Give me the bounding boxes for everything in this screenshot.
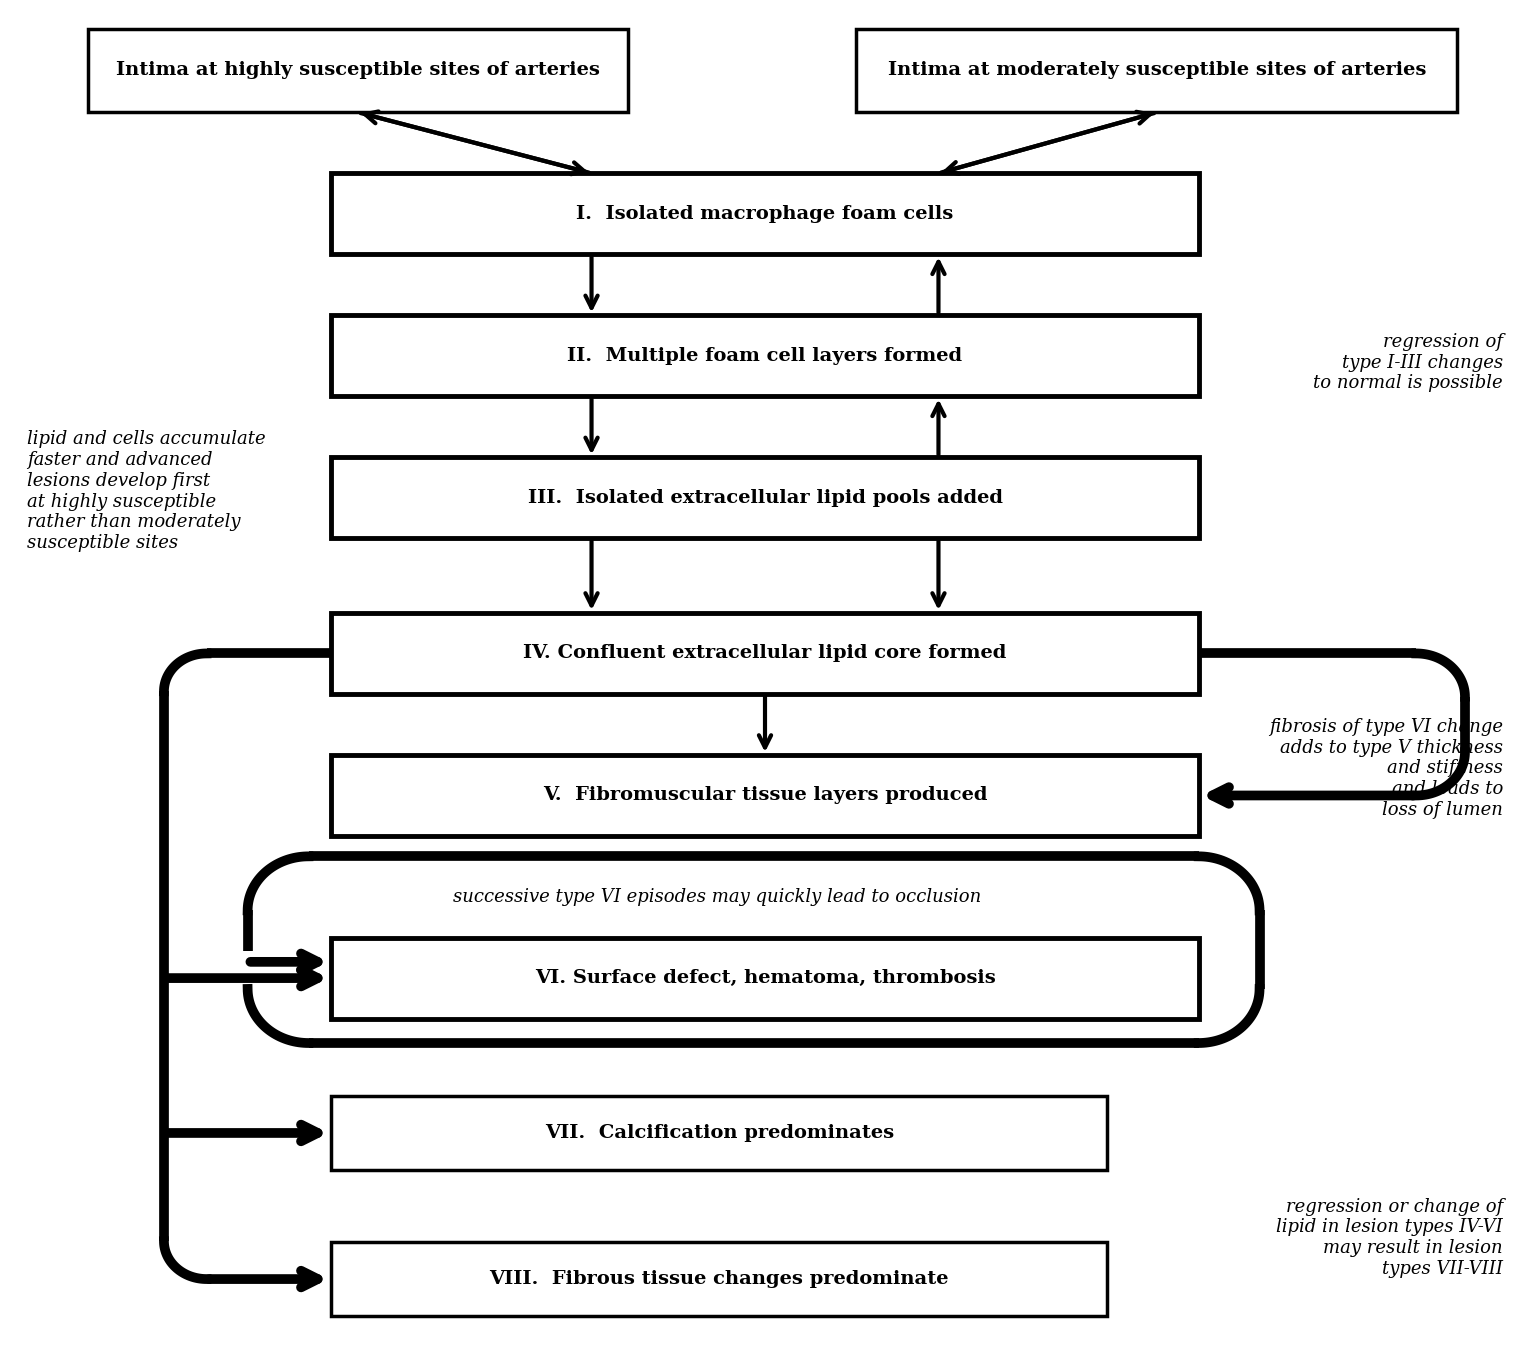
Text: fibrosis of type VI change
adds to type V thickness
and stiffness
and leads to
l: fibrosis of type VI change adds to type … bbox=[1268, 717, 1502, 819]
Text: regression of
type I-III changes
to normal is possible: regression of type I-III changes to norm… bbox=[1313, 333, 1502, 392]
FancyBboxPatch shape bbox=[332, 938, 1198, 1018]
Text: III.  Isolated extracellular lipid pools added: III. Isolated extracellular lipid pools … bbox=[528, 489, 1002, 506]
Text: I.  Isolated macrophage foam cells: I. Isolated macrophage foam cells bbox=[577, 204, 953, 223]
Text: Intima at highly susceptible sites of arteries: Intima at highly susceptible sites of ar… bbox=[116, 61, 600, 79]
FancyBboxPatch shape bbox=[857, 29, 1458, 113]
Text: VI. Surface defect, hematoma, thrombosis: VI. Surface defect, hematoma, thrombosis bbox=[534, 969, 996, 987]
Text: V.  Fibromuscular tissue layers produced: V. Fibromuscular tissue layers produced bbox=[543, 787, 987, 804]
Text: lipid and cells accumulate
faster and advanced
lesions develop first
at highly s: lipid and cells accumulate faster and ad… bbox=[28, 430, 266, 553]
Text: VII.  Calcification predominates: VII. Calcification predominates bbox=[545, 1124, 894, 1142]
FancyBboxPatch shape bbox=[332, 457, 1198, 539]
Text: II.  Multiple foam cell layers formed: II. Multiple foam cell layers formed bbox=[568, 347, 962, 365]
Text: successive type VI episodes may quickly lead to occlusion: successive type VI episodes may quickly … bbox=[453, 887, 981, 906]
FancyBboxPatch shape bbox=[87, 29, 627, 113]
FancyBboxPatch shape bbox=[332, 316, 1198, 396]
FancyBboxPatch shape bbox=[332, 173, 1198, 255]
FancyBboxPatch shape bbox=[332, 1241, 1108, 1316]
Text: regression or change of
lipid in lesion types IV-VI
may result in lesion
types V: regression or change of lipid in lesion … bbox=[1276, 1198, 1502, 1278]
Text: VIII.  Fibrous tissue changes predominate: VIII. Fibrous tissue changes predominate bbox=[490, 1270, 949, 1288]
FancyBboxPatch shape bbox=[332, 755, 1198, 836]
Text: IV. Confluent extracellular lipid core formed: IV. Confluent extracellular lipid core f… bbox=[523, 645, 1007, 663]
Text: Intima at moderately susceptible sites of arteries: Intima at moderately susceptible sites o… bbox=[887, 61, 1426, 79]
FancyBboxPatch shape bbox=[332, 1096, 1108, 1170]
FancyBboxPatch shape bbox=[332, 612, 1198, 694]
